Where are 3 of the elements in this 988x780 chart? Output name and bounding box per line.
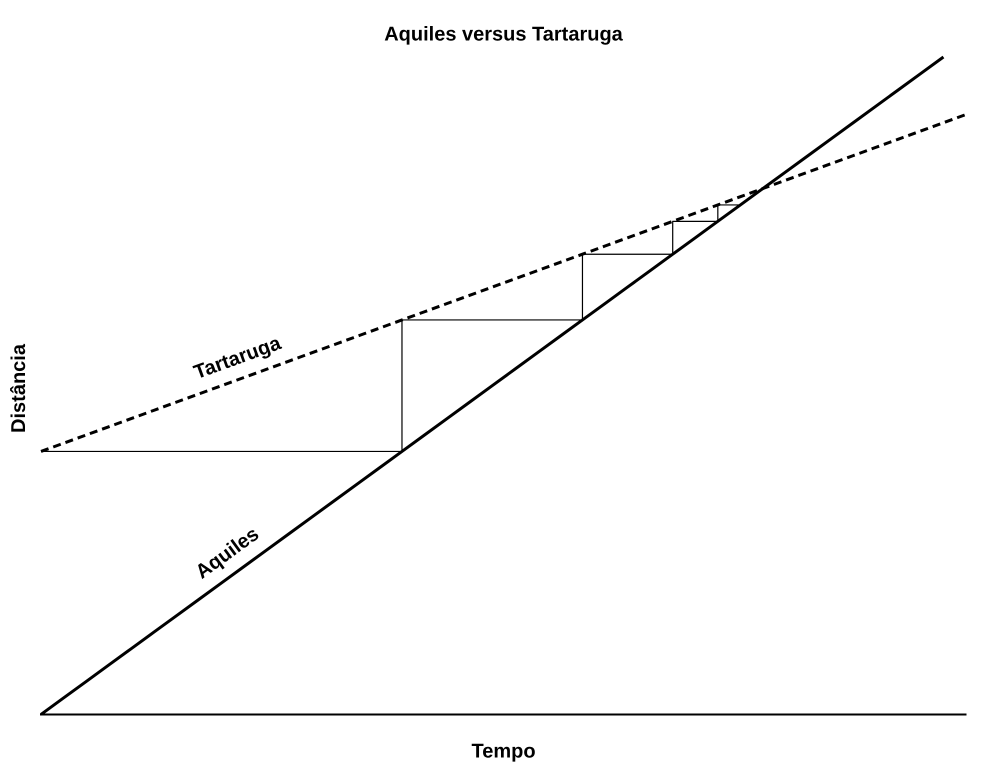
y-axis-title: Distância: [8, 344, 31, 432]
x-axis-title: Tempo: [471, 740, 536, 763]
chart-title: Aquiles versus Tartaruga: [384, 24, 624, 46]
